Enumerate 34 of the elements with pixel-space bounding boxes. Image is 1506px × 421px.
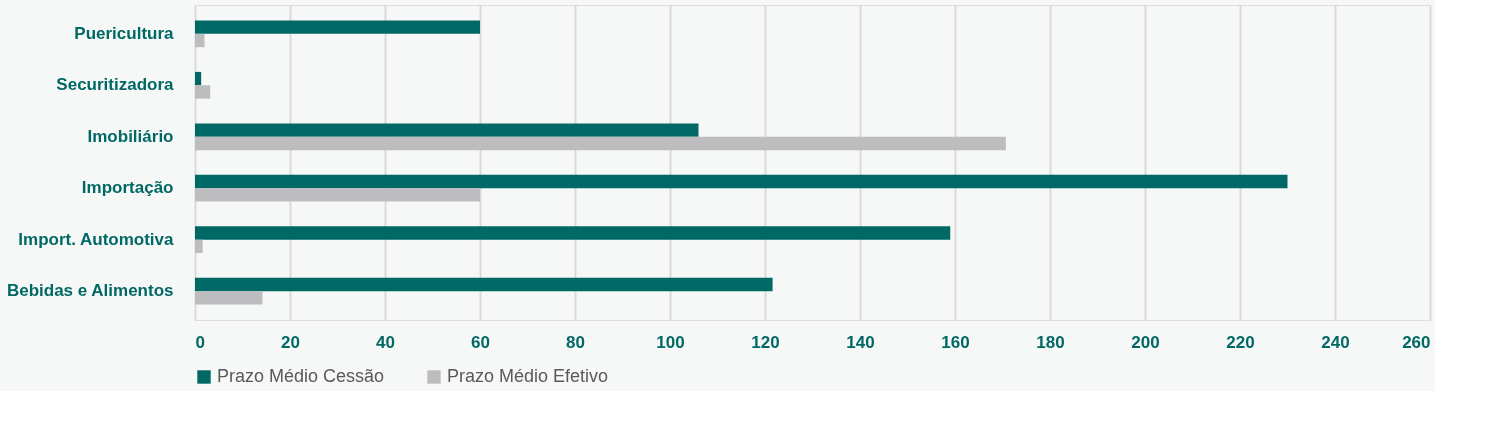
x-tick-label: 40: [376, 332, 395, 352]
legend-label: Prazo Médio Efetivo: [447, 366, 609, 386]
bar: [195, 291, 263, 305]
bar: [195, 136, 1006, 151]
x-tick-label: 260: [1402, 332, 1431, 352]
bar: [195, 71, 202, 86]
bar: [195, 123, 699, 137]
x-tick-label: 80: [566, 332, 585, 352]
x-tick-label: 60: [471, 332, 490, 352]
y-tick-label: Puericultura: [74, 23, 175, 43]
bar: [195, 188, 480, 202]
y-tick-label: Importação: [81, 178, 174, 198]
x-tick-label: 100: [656, 332, 685, 352]
x-tick-label: 0: [195, 332, 205, 352]
x-tick-label: 160: [941, 332, 970, 352]
x-tick-label: 200: [1131, 332, 1160, 352]
bar: [195, 226, 951, 240]
x-tick-label: 220: [1226, 332, 1255, 352]
x-tick-label: 140: [846, 332, 875, 352]
y-tick-label: Imobiliário: [87, 126, 174, 146]
x-tick-label: 180: [1036, 332, 1065, 352]
bar: [195, 85, 211, 99]
y-tick-label: Import. Automotiva: [18, 229, 175, 249]
bar: [195, 33, 205, 48]
x-tick-label: 20: [281, 332, 300, 352]
bar: [195, 174, 1288, 189]
x-tick-label: 120: [751, 332, 780, 352]
legend-label: Prazo Médio Cessão: [217, 366, 385, 386]
bar: [195, 277, 773, 292]
y-tick-label: Securitizadora: [56, 75, 175, 95]
bar: [195, 239, 203, 254]
y-tick-label: Bebidas e Alimentos: [6, 281, 174, 301]
x-tick-label: 240: [1321, 332, 1350, 352]
bar: [195, 20, 480, 34]
